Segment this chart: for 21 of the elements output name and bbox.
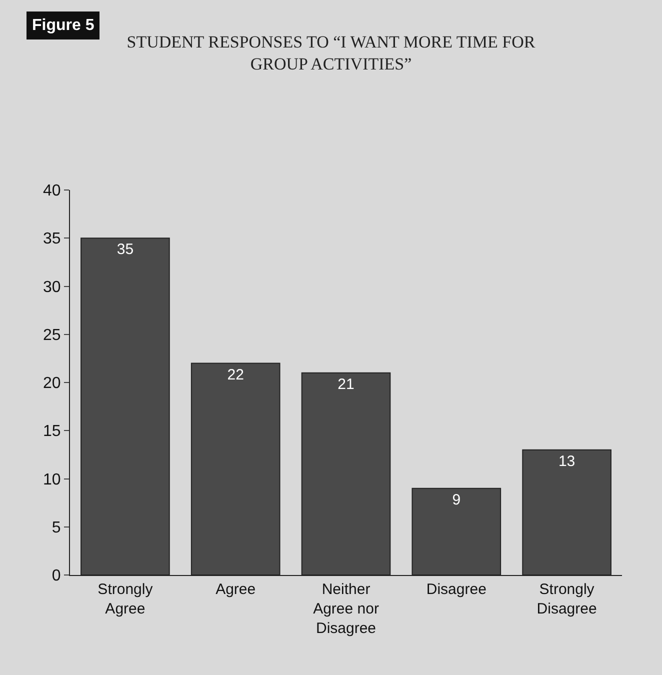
data-label: 22 [227,366,244,384]
x-tick-label: Agree [216,581,256,598]
x-tick-label: Strongly Disagree [536,581,597,618]
data-label: 21 [338,376,354,393]
y-tick-label: 5 [52,519,61,536]
y-tick-label: 35 [43,230,61,248]
y-tick-label: 0 [52,568,61,585]
y-tick-label: 40 [43,182,61,200]
y-tick-label: 20 [43,375,61,392]
y-tick-label: 15 [43,423,61,440]
chart-title: STUDENT RESPONSES TO “I WANT MORE TIME FOR GROUP ACTIVITIES” [126,32,536,74]
data-label: 9 [452,491,461,508]
y-tick-label: 30 [43,278,61,296]
x-tick-label: Strongly Agree [98,581,154,618]
data-label: 35 [116,241,134,258]
y-tick-label: 10 [43,471,61,488]
caption: Figure 5 [32,17,94,34]
data-label: 13 [558,452,576,470]
y-tick-label: 25 [43,326,61,344]
x-tick-label: Disagree [426,581,486,598]
x-tick-label: Neither Agree nor Disagree [313,581,379,637]
